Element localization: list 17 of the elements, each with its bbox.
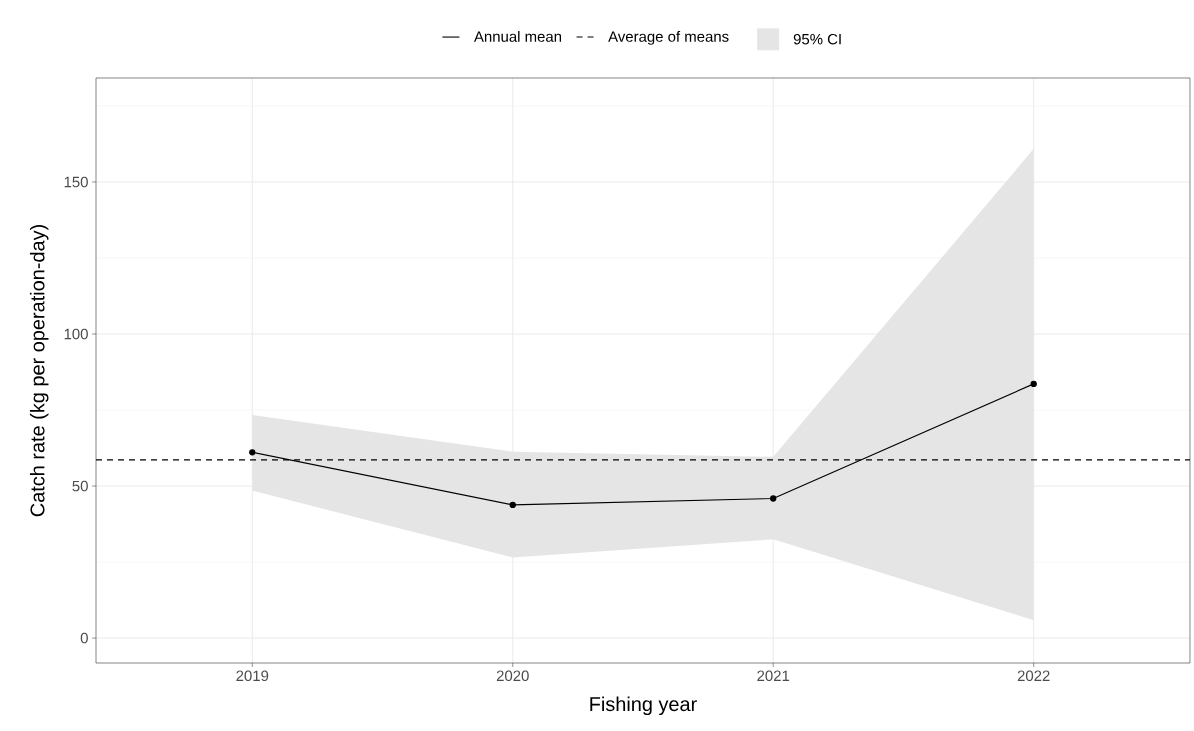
x-tick-label: 2021	[757, 670, 790, 682]
y-tick-label: 50	[72, 480, 88, 492]
point	[249, 449, 256, 456]
legend-label: Annual mean	[473, 30, 562, 42]
x-axis-title: Fishing year	[590, 696, 697, 716]
y-tick-label: 100	[64, 328, 88, 340]
point	[1030, 380, 1037, 388]
x-tick-label: 2020	[496, 670, 529, 682]
y-tick-label: 150	[64, 176, 88, 188]
text: 95% CI	[793, 33, 841, 45]
y-tick-label: 0	[80, 632, 88, 644]
point	[509, 501, 516, 509]
y-axis-title: Catch rate (kg per operation-day)	[29, 225, 49, 517]
x-tick-label: 2019	[236, 670, 269, 682]
x-tick-label: 2022	[1017, 670, 1050, 682]
legend-label: Average of means	[608, 30, 729, 45]
point	[770, 495, 777, 502]
